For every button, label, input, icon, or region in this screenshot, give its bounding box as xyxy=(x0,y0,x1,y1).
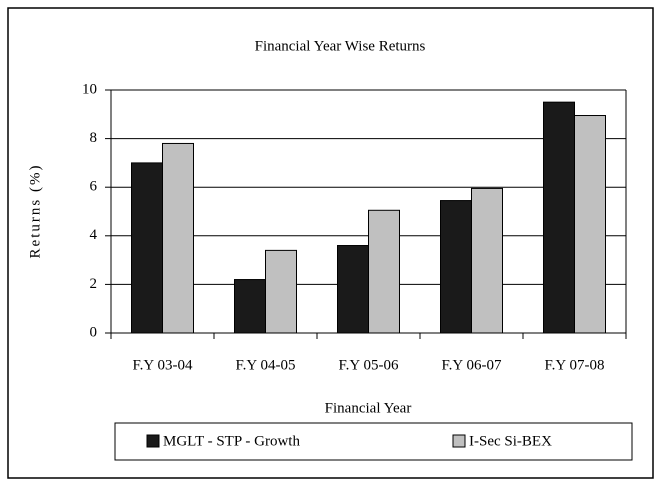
bar xyxy=(234,279,266,334)
bar xyxy=(131,162,163,334)
legend-box xyxy=(114,422,633,461)
y-tick-label: 4 xyxy=(90,227,98,243)
legend-label: I-Sec Si-BEX xyxy=(469,433,552,449)
bar xyxy=(337,245,369,334)
chart-title: Financial Year Wise Returns xyxy=(255,38,426,54)
x-tick-label: F.Y 03-04 xyxy=(133,357,193,373)
x-tick-label: F.Y 06-07 xyxy=(442,357,502,373)
x-tick-label: F.Y 05-06 xyxy=(339,357,399,373)
x-tick-label: F.Y 04-05 xyxy=(236,357,296,373)
y-tick-label: 10 xyxy=(82,81,97,97)
x-axis-label: Financial Year xyxy=(325,400,412,416)
bar xyxy=(265,249,297,334)
legend-swatch xyxy=(452,434,466,448)
bar xyxy=(543,101,575,334)
bar xyxy=(574,115,606,334)
legend-label: MGLT - STP - Growth xyxy=(163,433,300,449)
y-tick-label: 8 xyxy=(90,130,98,146)
bar xyxy=(471,187,503,334)
bar xyxy=(162,142,194,334)
y-axis-label: Returns (%) xyxy=(27,164,43,259)
y-tick-label: 6 xyxy=(90,179,98,195)
y-tick-label: 0 xyxy=(90,324,98,340)
x-tick-label: F.Y 07-08 xyxy=(545,357,605,373)
bar xyxy=(368,209,400,334)
bar xyxy=(440,200,472,334)
y-tick-label: 2 xyxy=(90,276,98,292)
legend-swatch xyxy=(146,434,160,448)
